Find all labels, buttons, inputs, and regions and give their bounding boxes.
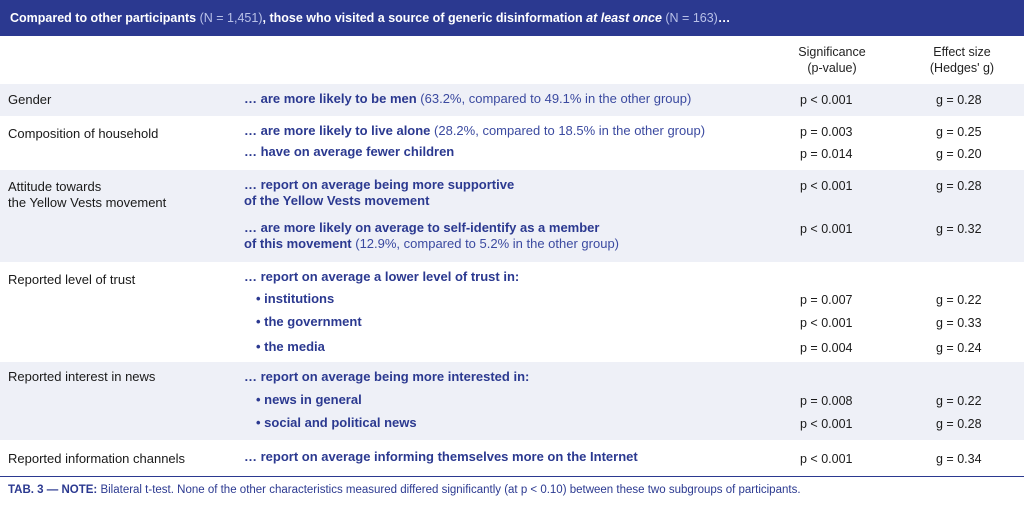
note-text: Bilateral t-test. None of the other char… [97,484,801,496]
p-value: p = 0.003 [800,125,853,139]
row-description: … are more likely to live alone (28.2%, … [244,122,705,140]
table-title-bar: Compared to other participants (N = 1,45… [0,0,1024,36]
row-description: … report on average informing themselves… [244,449,638,464]
p-value: p = 0.014 [800,147,853,161]
table-row-interest: Reported interest in news … report on av… [0,362,1024,440]
effect-size: g = 0.24 [936,341,982,355]
title-n-group: (N = 163) [661,11,718,25]
bullet-item: • the government [256,314,362,329]
p-value: p < 0.001 [800,417,853,431]
desc-main: of this movement [244,236,352,251]
effect-size: g = 0.28 [936,417,982,431]
bullet-item: • social and political news [256,415,417,430]
col-header-effect-size: Effect size (Hedges' g) [912,44,1012,76]
desc-detail: (12.9%, compared to 5.2% in the other gr… [351,236,620,251]
table-row-gender: Gender … are more likely to be men (63.2… [0,84,1024,116]
row-label: Reported information channels [8,451,186,466]
row-description: … report on average a lower level of tru… [244,269,520,284]
effect-size: g = 0.22 [936,394,982,408]
effect-size: g = 0.32 [936,222,982,236]
p-value: p = 0.004 [800,341,853,355]
title-n-all: (N = 1,451) [196,11,263,25]
table-row-channels: Reported information channels … report o… [0,440,1024,476]
p-value: p = 0.008 [800,394,853,408]
effect-size: g = 0.28 [936,179,982,193]
title-part-1: Compared to other participants [10,11,197,25]
row-description: … report on average being more supportiv… [244,177,515,192]
bullet-item: • the media [256,339,325,354]
title-part-3: , those who visited a source of generic … [262,11,587,25]
effect-size: g = 0.20 [936,147,982,161]
desc-detail: (28.2%, compared to 18.5% in the other g… [430,123,706,138]
title-ellipsis: … [717,11,731,25]
bullet-item: • institutions [256,291,335,306]
col-header-significance: Significance (p-value) [782,44,882,76]
row-label-line1: Attitude towards [8,179,102,194]
table-row-household: Composition of household … are more like… [0,116,1024,170]
row-description: … report on average being more intereste… [244,369,530,384]
p-value: p < 0.001 [800,179,853,193]
p-value: p < 0.001 [800,93,853,107]
footer-divider [0,476,1024,477]
desc-detail: (63.2%, compared to 49.1% in the other g… [416,91,692,106]
table-note: TAB. 3 — NOTE: Bilateral t-test. None of… [8,484,801,496]
table-row-trust: Reported level of trust … report on aver… [0,262,1024,362]
col-significance-line2: (p-value) [807,61,857,75]
title-emphasis: at least once [586,11,662,25]
desc-main: … are more likely to be men [244,91,417,106]
effect-size: g = 0.25 [936,125,982,139]
row-description: of the Yellow Vests movement [244,193,430,208]
col-significance-line1: Significance [798,45,866,59]
note-table-number: TAB. 3 — [8,484,62,496]
row-label: Gender [8,92,52,107]
row-label-line2: the Yellow Vests movement [8,195,167,210]
row-description: … are more likely to be men (63.2%, comp… [244,90,691,108]
table-row-yellow-vests: Attitude towards the Yellow Vests moveme… [0,170,1024,262]
row-label: Composition of household [8,126,159,141]
p-value: p < 0.001 [800,316,853,330]
row-description: … have on average fewer children [244,144,455,159]
col-effect-line2: (Hedges' g) [929,61,995,75]
row-label: Reported level of trust [8,272,136,287]
row-description: of this movement (12.9%, compared to 5.2… [244,235,619,253]
col-effect-line1: Effect size [933,45,991,59]
p-value: p = 0.007 [800,293,853,307]
effect-size: g = 0.22 [936,293,982,307]
desc-main: … are more likely to live alone [244,123,431,138]
effect-size: g = 0.34 [936,452,982,466]
p-value: p < 0.001 [800,452,853,466]
bullet-item: • news in general [256,392,362,407]
effect-size: g = 0.33 [936,316,982,330]
note-label: NOTE: [61,484,98,496]
row-label: Reported interest in news [8,369,156,384]
effect-size: g = 0.28 [936,93,982,107]
p-value: p < 0.001 [800,222,853,236]
row-description: … are more likely on average to self-ide… [244,220,600,235]
